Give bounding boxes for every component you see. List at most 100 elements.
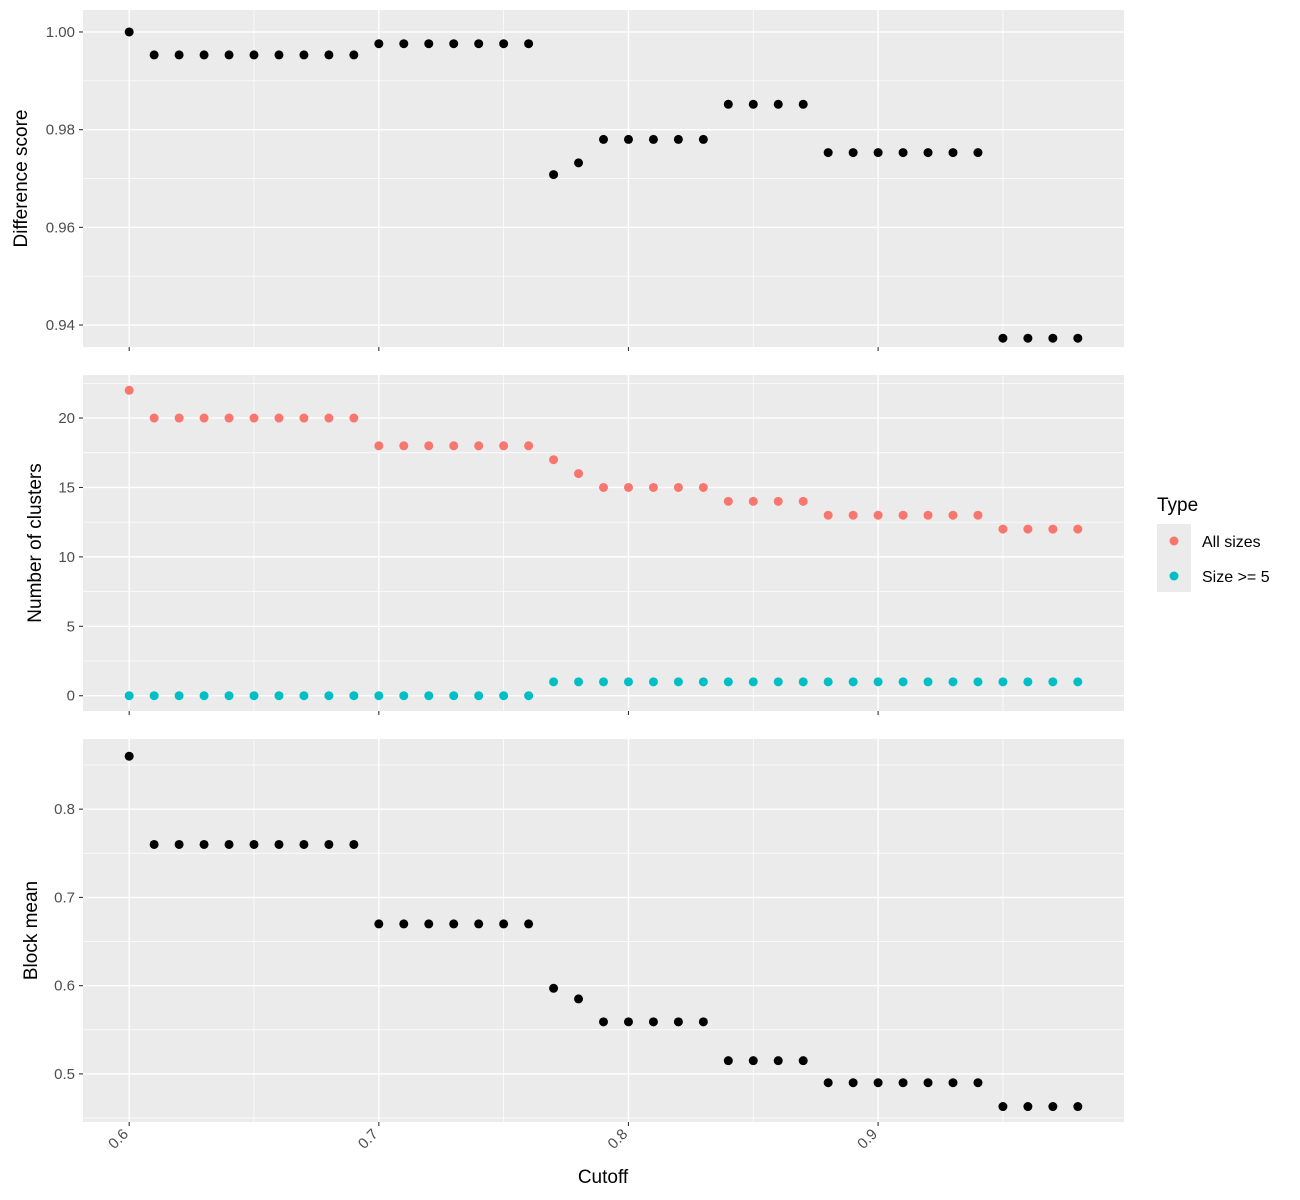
data-point xyxy=(524,39,534,49)
data-point xyxy=(673,1017,683,1027)
data-point xyxy=(274,839,284,849)
x-axis-title: Cutoff xyxy=(578,1167,629,1188)
data-point xyxy=(449,691,459,701)
difference-score-panel: 0.94 0.96 0.98 1.00 Difference score xyxy=(11,10,1124,351)
data-point xyxy=(748,496,758,506)
data-point xyxy=(474,919,484,929)
data-point xyxy=(524,691,534,701)
data-point xyxy=(274,691,284,701)
data-point xyxy=(199,50,209,60)
data-point xyxy=(499,919,509,929)
data-point xyxy=(723,496,733,506)
y-tick-label: 0.6 xyxy=(54,978,75,995)
data-point xyxy=(623,482,633,492)
data-point xyxy=(698,134,708,144)
data-point xyxy=(499,691,509,701)
data-point xyxy=(998,1102,1008,1112)
data-point xyxy=(424,691,434,701)
major-gridlines xyxy=(83,10,1124,347)
data-point xyxy=(549,170,559,180)
data-point xyxy=(873,510,883,520)
data-point xyxy=(499,39,509,49)
data-point xyxy=(424,39,434,49)
y-tick-label: 20 xyxy=(58,410,75,427)
data-point xyxy=(374,39,384,49)
data-point xyxy=(199,839,209,849)
data-point xyxy=(873,148,883,158)
data-point xyxy=(673,677,683,687)
data-point xyxy=(848,1078,858,1088)
data-point xyxy=(798,99,808,109)
legend-key-all-sizes xyxy=(1169,536,1179,546)
data-point xyxy=(798,677,808,687)
data-point xyxy=(773,677,783,687)
data-point xyxy=(474,441,484,451)
data-point xyxy=(1073,1102,1083,1112)
data-point xyxy=(773,496,783,506)
data-point xyxy=(1048,333,1058,343)
data-point xyxy=(349,413,359,423)
data-point xyxy=(299,839,309,849)
y-tick-label: 0.5 xyxy=(54,1066,75,1083)
data-point xyxy=(549,677,559,687)
data-point xyxy=(249,50,259,60)
data-point xyxy=(224,839,234,849)
data-point xyxy=(224,413,234,423)
data-point xyxy=(374,691,384,701)
data-point xyxy=(549,455,559,465)
data-point xyxy=(574,158,584,168)
y-axis-ticks: 0.5 0.6 0.7 0.8 xyxy=(54,801,83,1083)
data-point xyxy=(449,441,459,451)
data-point xyxy=(923,148,933,158)
data-point xyxy=(898,677,908,687)
data-point xyxy=(574,994,584,1004)
legend-label-all-sizes: All sizes xyxy=(1202,534,1261,551)
data-point xyxy=(973,510,983,520)
data-point xyxy=(998,524,1008,534)
data-point xyxy=(124,751,134,761)
legend: Type All sizes Size >= 5 xyxy=(1157,495,1270,592)
y-tick-label: 5 xyxy=(67,618,75,635)
data-point xyxy=(873,1078,883,1088)
data-point xyxy=(973,677,983,687)
data-point xyxy=(923,677,933,687)
block-mean-panel: 0.50.60.70.8 0.6 0.7 0.8 0.9 Block mean xyxy=(21,739,1124,1153)
data-point xyxy=(1073,333,1083,343)
data-point xyxy=(823,510,833,520)
data-point xyxy=(873,677,883,687)
data-point xyxy=(623,1017,633,1027)
data-point xyxy=(374,919,384,929)
data-point xyxy=(948,677,958,687)
y-tick-label: 0 xyxy=(67,688,75,705)
y-axis-title: Block mean xyxy=(21,881,42,980)
data-point xyxy=(1073,677,1083,687)
data-point xyxy=(324,839,334,849)
data-point xyxy=(998,677,1008,687)
data-point xyxy=(499,441,509,451)
data-point xyxy=(324,413,334,423)
data-point xyxy=(324,50,334,60)
y-tick-label: 0.98 xyxy=(46,122,75,139)
data-point xyxy=(723,99,733,109)
data-point xyxy=(474,691,484,701)
legend-key-size-5 xyxy=(1169,571,1179,581)
data-point xyxy=(149,413,159,423)
y-tick-label: 10 xyxy=(58,549,75,566)
data-point xyxy=(648,677,658,687)
data-point xyxy=(773,1056,783,1066)
minor-gridlines xyxy=(83,739,1124,1122)
data-point xyxy=(199,413,209,423)
data-point xyxy=(823,1078,833,1088)
data-point xyxy=(524,441,534,451)
data-point xyxy=(149,50,159,60)
y-axis-title: Difference score xyxy=(11,110,32,248)
data-point xyxy=(848,677,858,687)
data-point xyxy=(299,691,309,701)
data-point xyxy=(599,1017,608,1027)
major-gridlines xyxy=(83,739,1124,1122)
data-point xyxy=(124,385,134,395)
minor-gridlines xyxy=(83,375,1124,711)
data-point xyxy=(823,148,833,158)
data-point xyxy=(174,50,184,60)
x-axis-ticks xyxy=(128,711,879,715)
